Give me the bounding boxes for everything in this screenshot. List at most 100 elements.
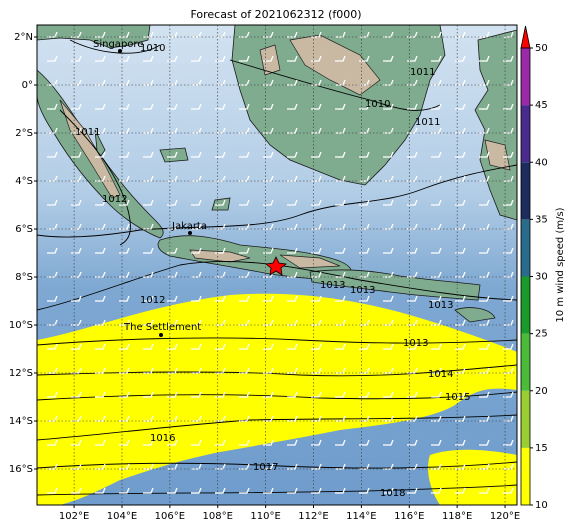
wind-barb xyxy=(191,103,202,110)
axes: 102°E 104°E 106°E 108°E 110°E 112°E 114°E 116°E… xyxy=(9,32,520,522)
colorbar-segment xyxy=(521,276,530,334)
contour-label: 1011 xyxy=(75,127,100,138)
y-tick-label: 4°S xyxy=(15,176,33,187)
wind-barb xyxy=(119,487,130,494)
wind-barb xyxy=(71,439,82,446)
colorbar-tick-label: 20 xyxy=(535,386,548,397)
wind-barb xyxy=(215,151,226,158)
wind-barb xyxy=(407,103,418,110)
wind-barb xyxy=(359,343,370,350)
x-tick-label: 116°E xyxy=(394,511,424,522)
wind-barb xyxy=(407,199,418,206)
colorbar-segment xyxy=(521,219,530,277)
wind-barb xyxy=(191,151,202,158)
x-tick-label: 114°E xyxy=(346,511,376,522)
wind-barb xyxy=(383,103,394,110)
wind-barb xyxy=(119,343,130,350)
wind-barb xyxy=(47,487,58,494)
contour-label: 1010 xyxy=(365,99,390,110)
colorbar-segment xyxy=(521,333,530,391)
wind-barb xyxy=(359,151,370,158)
contour-label: 1017 xyxy=(253,462,278,473)
x-tick-label: 118°E xyxy=(442,511,472,522)
wind-barb xyxy=(479,151,490,158)
wind-barb xyxy=(287,343,298,350)
wind-barb xyxy=(431,295,442,302)
colorbar-extend xyxy=(520,25,531,49)
contour-label: 1013 xyxy=(403,338,428,349)
colorbar-tick-label: 35 xyxy=(535,214,548,225)
wind-barb xyxy=(119,55,130,62)
colorbar-segment xyxy=(521,447,530,505)
wind-barb xyxy=(263,487,274,494)
wind-barb xyxy=(503,295,514,302)
wind-barb xyxy=(71,487,82,494)
wind-barb xyxy=(71,55,82,62)
wind-barb xyxy=(47,199,58,206)
x-tick-label: 110°E xyxy=(250,511,280,522)
wind-barb xyxy=(239,391,250,398)
wind-barb xyxy=(431,391,442,398)
wind-barb xyxy=(431,199,442,206)
wind-barb xyxy=(311,295,322,302)
wind-barb xyxy=(503,247,514,254)
wind-barb xyxy=(167,343,178,350)
wind-barb xyxy=(503,343,514,350)
wind-barb xyxy=(479,295,490,302)
location-star xyxy=(265,256,287,276)
wind-barb xyxy=(239,55,250,62)
wind-barb xyxy=(335,199,346,206)
wind-barb xyxy=(239,439,250,446)
wind-barb xyxy=(455,391,466,398)
y-tick-label: 16°S xyxy=(9,464,33,475)
y-tick-label: 2°S xyxy=(15,128,33,139)
x-tick-label: 106°E xyxy=(155,511,185,522)
wind-barb xyxy=(455,247,466,254)
contour-label: 1012 xyxy=(102,194,127,205)
wind-barb xyxy=(143,55,154,62)
wind-barb xyxy=(431,487,442,494)
wind-barb xyxy=(191,199,202,206)
map-area: 1010 1010 1011 1011 1011 1012 1012 1013 … xyxy=(37,25,517,505)
wind-barb xyxy=(383,199,394,206)
wind-barb xyxy=(407,295,418,302)
contour-label: 1014 xyxy=(428,369,453,380)
wind-barb xyxy=(335,391,346,398)
wind-barb xyxy=(95,151,106,158)
wind-barb xyxy=(383,391,394,398)
wind-barb xyxy=(71,391,82,398)
wind-barb xyxy=(95,199,106,206)
wind-barb xyxy=(143,199,154,206)
wind-barb xyxy=(407,487,418,494)
contour-label: 1012 xyxy=(140,295,165,306)
wind-barb xyxy=(239,295,250,302)
x-tick-label: 104°E xyxy=(107,511,137,522)
wind-barb xyxy=(335,247,346,254)
wind-barb xyxy=(431,151,442,158)
wind-barb xyxy=(455,487,466,494)
y-tick-label: 6°S xyxy=(15,224,33,235)
colorbar-tick-label: 40 xyxy=(535,157,548,168)
wind-barb xyxy=(455,55,466,62)
wind-barb xyxy=(287,391,298,398)
wind-barb xyxy=(479,55,490,62)
colorbar: 10 15 20 25 30 35 40 45 50 xyxy=(520,25,548,511)
contour-label: 1013 xyxy=(428,300,453,311)
wind-barb xyxy=(311,151,322,158)
x-tick-label: 112°E xyxy=(298,511,328,522)
wind-barb xyxy=(143,295,154,302)
wind-barb xyxy=(287,55,298,62)
colorbar-tick-label: 10 xyxy=(535,500,548,511)
wind-barb xyxy=(311,343,322,350)
wind-barb xyxy=(287,151,298,158)
wind-barb xyxy=(263,343,274,350)
wind-barb xyxy=(47,343,58,350)
x-tick-label: 120°E xyxy=(490,511,520,522)
wind-barb xyxy=(359,295,370,302)
wind-barb xyxy=(119,103,130,110)
contour-label: 1010 xyxy=(140,43,165,54)
wind-barb xyxy=(503,55,514,62)
wind-barb xyxy=(71,103,82,110)
wind-barb xyxy=(359,487,370,494)
